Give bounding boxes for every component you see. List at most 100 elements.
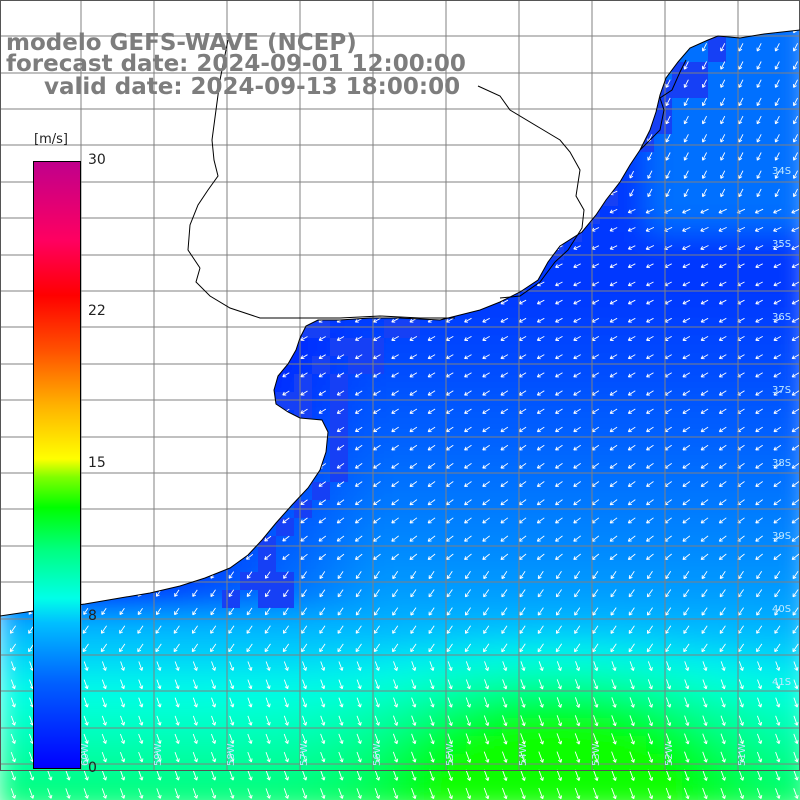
wind-arrow <box>427 245 436 250</box>
wind-arrow <box>520 751 526 763</box>
wind-arrow <box>9 536 17 542</box>
wind-arrow <box>646 499 654 506</box>
wind-arrow <box>682 535 691 542</box>
nearshore-cell <box>312 356 330 374</box>
wind-arrow <box>738 79 744 88</box>
wind-arrow <box>792 79 799 88</box>
wind-arrow <box>245 118 254 123</box>
nearshore-cell <box>240 302 258 320</box>
wind-arrow <box>282 643 290 653</box>
wind-arrow <box>173 535 181 542</box>
wind-arrow <box>190 100 199 105</box>
wind-arrow <box>118 499 126 505</box>
wind-arrow <box>209 100 218 105</box>
wind-arrow <box>263 136 272 141</box>
wind-arrow <box>536 481 545 487</box>
wind-arrow <box>282 245 290 250</box>
nearshore-cell <box>276 284 294 302</box>
wind-arrow <box>627 408 636 414</box>
wind-arrow <box>409 354 418 360</box>
wind-arrow <box>647 787 654 800</box>
wind-arrow <box>192 788 198 799</box>
wind-arrow <box>482 354 490 360</box>
wind-arrow <box>773 426 782 433</box>
wind-arrow <box>629 98 635 106</box>
wind-arrow <box>137 571 143 579</box>
border-line <box>477 85 585 299</box>
wind-arrow <box>9 190 17 196</box>
wind-arrow <box>500 136 509 141</box>
wind-arrow <box>445 118 454 123</box>
longitude-label: 53W <box>591 743 602 766</box>
wind-arrow <box>536 208 545 214</box>
wind-arrow <box>463 118 472 123</box>
wind-arrow <box>281 118 290 123</box>
wind-arrow <box>191 299 199 305</box>
wind-arrow <box>464 390 472 396</box>
wind-arrow <box>373 607 380 616</box>
wind-arrow <box>282 625 289 634</box>
wind-arrow <box>138 751 144 763</box>
nearshore-cell <box>690 80 708 98</box>
wind-arrow <box>354 463 363 469</box>
wind-arrow <box>9 445 17 451</box>
wind-arrow <box>392 751 399 763</box>
wind-arrow <box>428 625 435 634</box>
wind-arrow <box>792 607 799 616</box>
wind-arrow <box>720 97 726 107</box>
border-line <box>639 59 687 151</box>
wind-arrow <box>465 571 471 580</box>
wind-arrow <box>701 188 708 198</box>
wind-arrow <box>245 481 254 487</box>
wind-arrow <box>738 30 744 34</box>
wind-arrow <box>445 100 454 105</box>
wind-arrow <box>573 299 581 305</box>
wind-arrow <box>82 445 90 451</box>
wind-arrow <box>792 152 799 161</box>
wind-arrow <box>83 697 89 708</box>
wind-arrow <box>427 535 436 542</box>
wind-arrow <box>611 715 617 727</box>
wind-arrow <box>393 697 399 708</box>
wind-arrow <box>65 770 71 781</box>
wind-arrow <box>192 607 198 616</box>
wind-arrow <box>300 481 308 487</box>
wind-arrow <box>155 625 162 634</box>
wind-arrow <box>154 118 163 123</box>
wind-arrow <box>264 481 272 487</box>
nearshore-cell <box>204 266 222 284</box>
wind-arrow <box>756 30 762 34</box>
wind-arrow <box>536 408 545 414</box>
wind-arrow <box>720 115 726 125</box>
wind-arrow <box>82 390 90 396</box>
wind-arrow <box>282 281 290 287</box>
wind-arrow <box>209 445 217 451</box>
wind-arrow <box>283 679 289 690</box>
wind-arrow <box>611 787 617 800</box>
longitude-label: 58W <box>226 743 237 766</box>
wind-arrow <box>318 499 327 506</box>
wind-arrow <box>465 679 471 690</box>
wind-arrow <box>501 607 508 616</box>
nearshore-cell <box>222 284 240 302</box>
wind-arrow <box>429 661 435 671</box>
wind-arrow <box>264 553 272 560</box>
wind-arrow <box>445 190 454 196</box>
wind-arrow <box>446 625 453 634</box>
wind-arrow <box>464 517 472 524</box>
wind-arrow <box>718 226 727 232</box>
wind-arrow <box>445 481 454 487</box>
wind-arrow <box>138 788 144 799</box>
wind-arrow <box>702 733 708 745</box>
wind-arrow <box>755 517 763 524</box>
colorbar-tick-label: 30 <box>88 152 106 168</box>
wind-arrow <box>45 100 54 105</box>
wind-arrow <box>700 390 709 396</box>
wind-arrow <box>646 553 654 561</box>
wind-arrow <box>372 45 381 50</box>
wind-arrow <box>500 63 509 68</box>
wind-arrow <box>774 115 780 125</box>
wind-arrow <box>265 679 271 690</box>
nearshore-cell <box>294 320 312 338</box>
wind-arrow <box>720 43 726 52</box>
